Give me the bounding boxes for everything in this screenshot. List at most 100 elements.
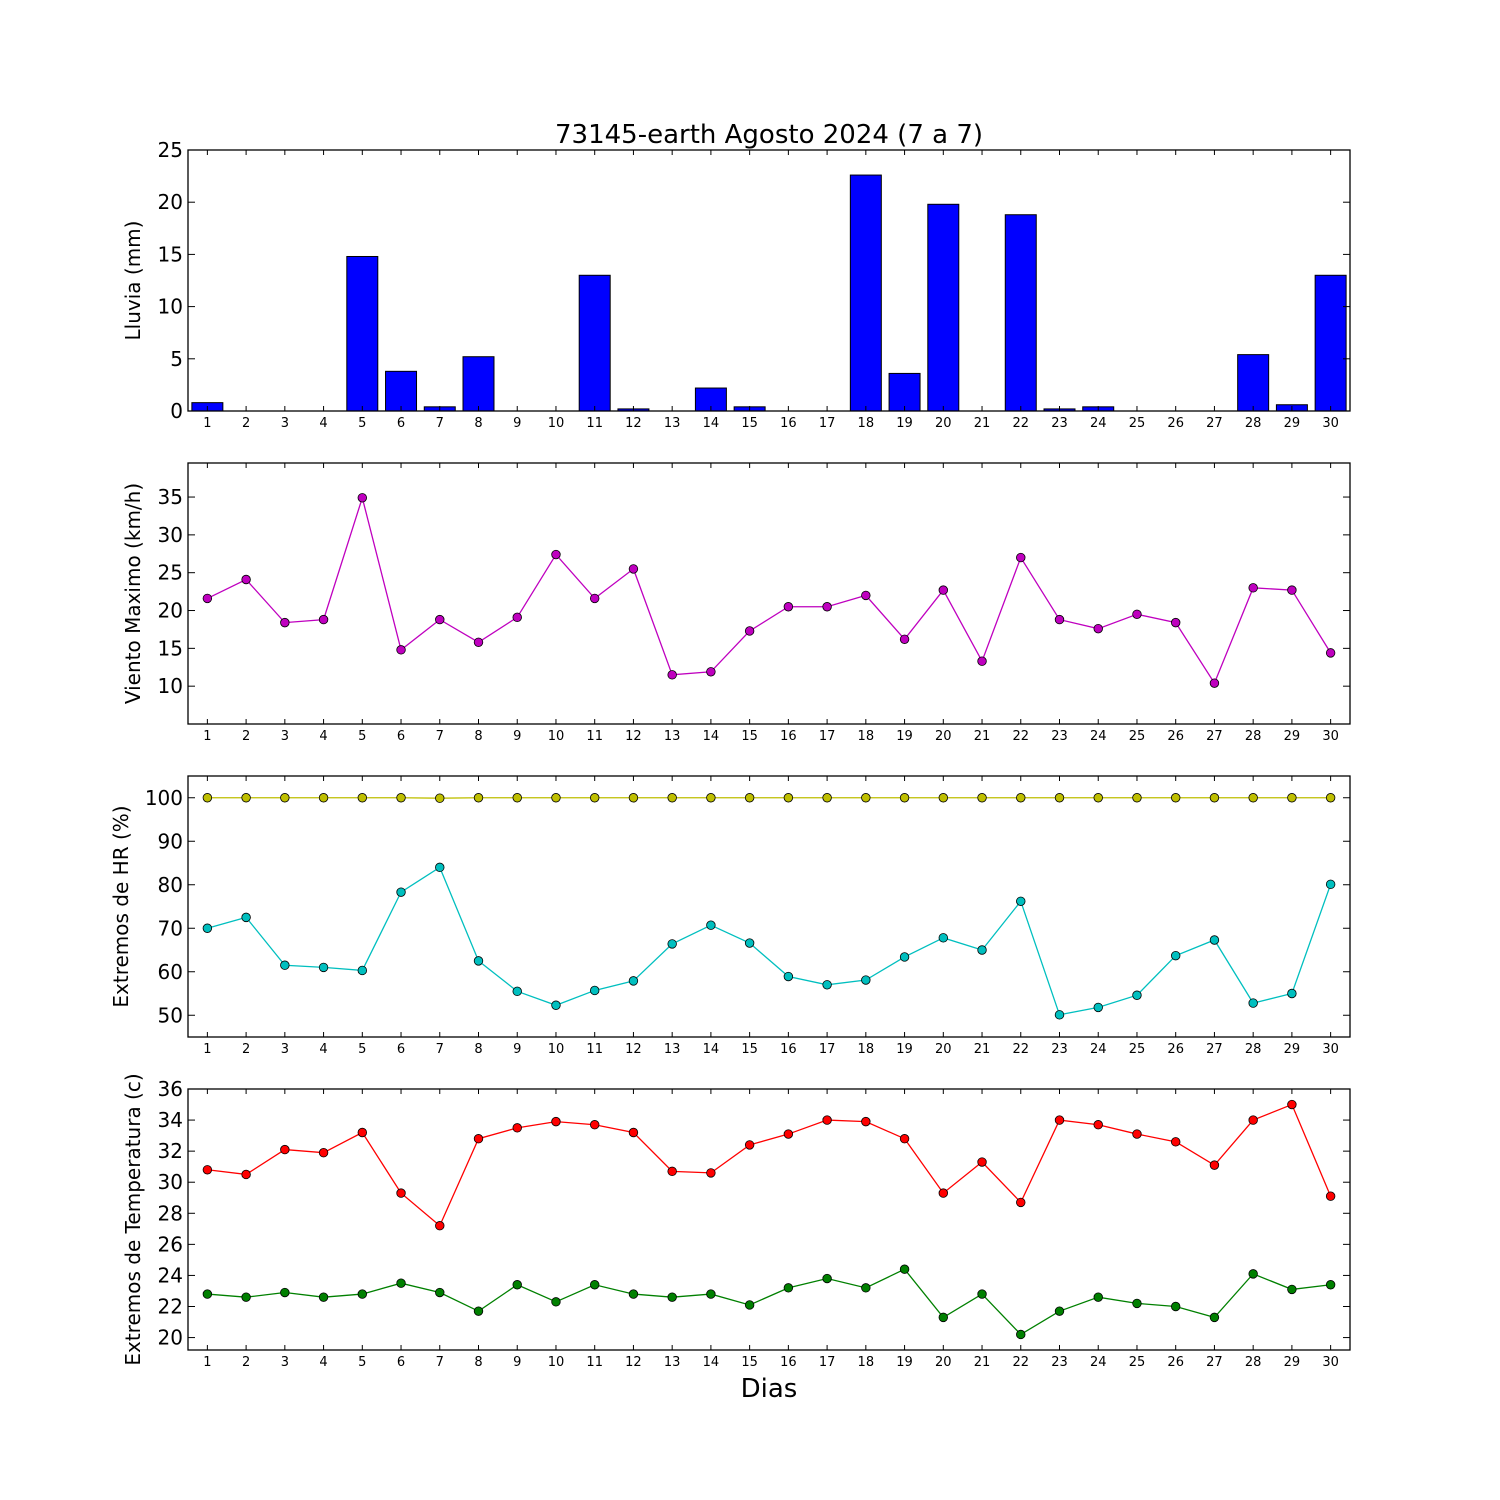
- x-tick-label: 1: [203, 1355, 211, 1370]
- series-point-4-2-day-4: [318, 1292, 329, 1302]
- series-line-3-2: [207, 866, 1332, 1016]
- y-axis-label: Viento Maximo (km/h): [121, 483, 145, 704]
- series-point-2-1-day-12: [628, 564, 639, 574]
- x-tick-label: 27: [1206, 416, 1223, 431]
- series-point-4-1-day-16: [783, 1129, 794, 1139]
- y-tick-label: 35: [158, 485, 183, 509]
- series-point-4-1-day-7: [435, 1221, 445, 1231]
- y-tick-label: 32: [158, 1139, 183, 1163]
- series-point-4-2-day-1: [202, 1289, 213, 1299]
- series-line-4-1: [207, 1103, 1332, 1227]
- series-point-3-1-day-5: [357, 793, 368, 803]
- series-point-3-2-day-27: [1209, 935, 1220, 945]
- y-tick-label: 25: [158, 561, 183, 585]
- series-point-2-1-day-16: [783, 602, 794, 612]
- y-axis-label: Extremos de HR (%): [109, 805, 133, 1007]
- series-point-4-1-day-8: [473, 1134, 484, 1144]
- series-point-3-2-day-3: [280, 960, 290, 970]
- series-point-3-2-day-4: [318, 962, 329, 973]
- chart-panel-4: 1 2 3 4 5 6 7 8 9 10 11 12 13 14 15 16 17 18 19 20 21 22 23 24 2…: [121, 1073, 1351, 1370]
- series-point-2-1-day-9: [512, 612, 522, 623]
- y-tick-label: 34: [158, 1108, 183, 1132]
- series-point-2-1-day-1: [202, 593, 213, 604]
- x-tick-label: 2: [242, 1042, 250, 1057]
- rain-bar-day-8: [462, 356, 495, 412]
- series-point-2-1-day-18: [861, 590, 871, 601]
- x-tick-label: 30: [1322, 729, 1339, 744]
- series-point-4-1-day-12: [628, 1127, 639, 1138]
- x-tick-label: 22: [1012, 1355, 1029, 1370]
- series-point-4-1-day-15: [744, 1140, 755, 1150]
- x-tick-label: 26: [1167, 729, 1184, 744]
- x-tick-label: 14: [703, 416, 720, 431]
- x-tick-label: 12: [625, 1042, 642, 1057]
- series-point-4-2-day-6: [396, 1278, 406, 1288]
- series-point-2-1-day-13: [667, 670, 677, 680]
- x-tick-label: 1: [203, 416, 211, 431]
- series-point-4-2-day-29: [1287, 1284, 1297, 1295]
- series-point-4-1-day-24: [1093, 1120, 1103, 1130]
- x-tick-label: 3: [281, 1355, 289, 1370]
- x-tick-label: 15: [741, 416, 758, 431]
- series-point-3-1-day-16: [783, 793, 794, 803]
- series-point-3-1-day-22: [1016, 793, 1026, 803]
- series-point-3-1-day-12: [628, 793, 639, 803]
- series-point-3-1-day-14: [706, 793, 716, 803]
- series-point-4-2-day-10: [551, 1297, 561, 1307]
- y-tick-label: 10: [158, 295, 183, 319]
- series-point-3-1-day-17: [822, 793, 832, 803]
- x-tick-label: 21: [974, 729, 991, 744]
- x-tick-label: 10: [548, 1355, 565, 1370]
- y-tick-label: 20: [158, 190, 183, 214]
- x-tick-label: 19: [896, 1355, 913, 1370]
- axes-frame: [187, 149, 1351, 412]
- series-point-4-1-day-30: [1325, 1191, 1336, 1201]
- x-tick-label: 4: [319, 1042, 327, 1057]
- series-point-2-1-day-6: [396, 645, 406, 655]
- x-tick-label: 17: [819, 1355, 836, 1370]
- series-point-2-1-day-14: [706, 667, 716, 677]
- rain-bar-day-18: [849, 174, 882, 412]
- x-tick-label: 10: [548, 416, 565, 431]
- x-tick-label: 17: [819, 729, 836, 744]
- x-tick-label: 2: [242, 1355, 250, 1370]
- series-point-4-1-day-10: [551, 1116, 561, 1127]
- series-point-2-1-day-15: [744, 626, 755, 636]
- x-tick-label: 19: [896, 416, 913, 431]
- x-tick-label: 15: [741, 1042, 758, 1057]
- x-tick-label: 29: [1284, 729, 1301, 744]
- axes-frame: [187, 1088, 1351, 1351]
- x-tick-label: 26: [1167, 1042, 1184, 1057]
- x-tick-label: 7: [436, 416, 444, 431]
- series-point-4-1-day-26: [1170, 1137, 1181, 1147]
- series-point-2-1-day-21: [977, 656, 987, 666]
- y-tick-label: 90: [158, 829, 183, 853]
- series-point-3-1-day-18: [861, 793, 871, 803]
- x-tick-label: 8: [474, 1355, 482, 1370]
- y-tick-label: 60: [158, 960, 183, 984]
- x-tick-label: 29: [1284, 416, 1301, 431]
- chart-panel-2: 1 2 3 4 5 6 7 8 9 10 11 12 13 14 15 16 17 18 19 20 21 22 23 24 2…: [121, 462, 1351, 744]
- rain-bar-day-5: [346, 255, 379, 412]
- series-point-4-2-day-28: [1248, 1269, 1258, 1279]
- series-point-4-2-day-17: [822, 1273, 832, 1284]
- series-point-4-1-day-19: [899, 1134, 910, 1144]
- x-tick-label: 24: [1090, 729, 1107, 744]
- series-point-4-1-day-27: [1209, 1160, 1220, 1170]
- series-point-4-2-day-16: [783, 1283, 794, 1293]
- x-tick-label: 23: [1051, 1042, 1068, 1057]
- x-tick-label: 4: [319, 729, 327, 744]
- series-point-3-1-day-24: [1093, 793, 1103, 803]
- x-tick-label: 1: [203, 1042, 211, 1057]
- series-point-3-1-day-19: [899, 793, 910, 803]
- series-point-3-2-day-18: [861, 975, 871, 985]
- series-point-4-1-day-2: [241, 1169, 251, 1180]
- series-point-4-1-day-29: [1287, 1099, 1297, 1110]
- series-point-2-1-day-11: [590, 593, 600, 604]
- series-point-4-1-day-21: [977, 1157, 987, 1167]
- x-tick-label: 27: [1206, 1042, 1223, 1057]
- series-point-3-1-day-6: [396, 793, 406, 803]
- series-point-3-1-day-20: [938, 793, 949, 803]
- x-tick-label: 24: [1090, 1042, 1107, 1057]
